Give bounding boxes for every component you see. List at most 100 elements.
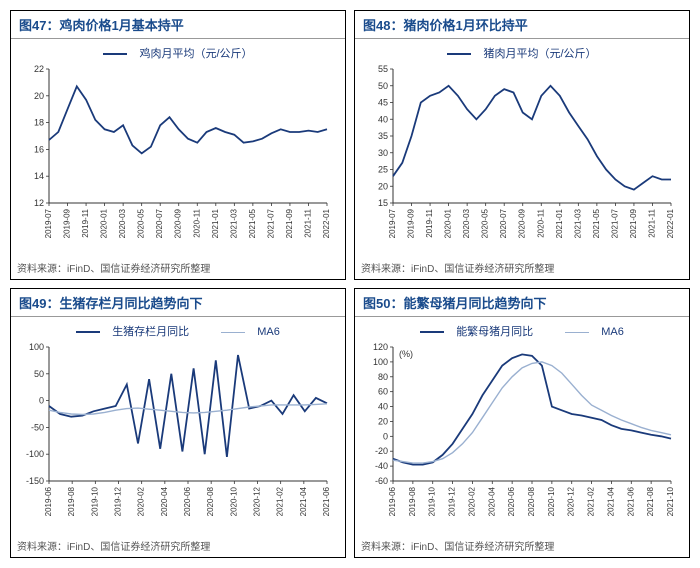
y-tick-label: 80 [378,372,388,382]
x-tick-label: 2020-12 [567,486,576,516]
y-tick-label: 20 [378,416,388,426]
x-tick-label: 2021-02 [587,486,596,516]
y-tick-label: 40 [378,114,388,124]
x-tick-label: 2020-05 [137,208,146,238]
x-tick-label: 2021-09 [629,208,638,238]
x-tick-label: 2020-10 [229,486,238,516]
x-tick-label: 2019-10 [428,486,437,516]
y-tick-label: 14 [34,171,44,181]
y-tick-label: 18 [34,118,44,128]
x-tick-label: 2021-05 [248,208,257,238]
x-tick-label: 2019-08 [67,486,76,516]
y-unit: (%) [399,349,413,359]
x-tick-label: 2021-05 [592,208,601,238]
y-tick-label: 60 [378,387,388,397]
x-tick-label: 2019-07 [388,208,397,238]
x-tick-label: 2020-07 [499,208,508,238]
x-tick-label: 2021-07 [610,208,619,238]
chart-body: 能繁母猪月同比 MA6 (%) -60 -40 -20 0 20 40 60 80 100 120 201… [355,317,689,535]
y-tick-label: 40 [378,402,388,412]
chart-panel-c48: 图48：猪肉价格1月环比持平猪肉月平均（元/公斤）152025303540455… [354,10,690,280]
series-line-0 [393,86,671,190]
chart-footer: 资料来源：iFinD、国信证券经济研究所整理 [11,257,345,279]
legend: 猪肉月平均（元/公斤） [359,43,685,63]
x-tick-label: 2022-01 [666,208,675,238]
y-tick-label: 20 [378,181,388,191]
x-tick-label: 2022-01 [322,208,331,238]
x-tick-label: 2021-01 [555,208,564,238]
chart-panel-c50: 图50：能繁母猪月同比趋势向下能繁母猪月同比MA6(%)-60-40-20020… [354,288,690,558]
chart-title: 图49：生猪存栏月同比趋势向下 [11,289,345,317]
y-tick-label: -40 [375,461,388,471]
y-tick-label: 16 [34,144,44,154]
x-tick-label: 2020-06 [507,486,516,516]
y-tick-label: 0 [39,396,44,406]
x-tick-label: 2020-10 [547,486,556,516]
legend-item: 猪肉月平均（元/公斤） [439,45,604,61]
x-tick-label: 2020-12 [253,486,262,516]
chart-footer: 资料来源：iFinD、国信证券经济研究所整理 [11,535,345,557]
y-tick-label: 50 [378,81,388,91]
y-tick-label: 15 [378,198,388,208]
y-tick-label: 100 [29,342,44,352]
legend: 能繁母猪月同比 MA6 [359,321,685,341]
x-tick-label: 2020-03 [118,208,127,238]
y-tick-label: 30 [378,148,388,158]
legend: 生猪存栏月同比 MA6 [15,321,341,341]
legend-label: MA6 [601,326,624,338]
legend-item: 生猪存栏月同比 [68,323,197,339]
x-tick-label: 2020-04 [487,486,496,516]
legend-item: 能繁母猪月同比 [412,323,541,339]
y-tick-label: 22 [34,64,44,74]
x-tick-label: 2021-11 [647,208,656,237]
y-tick-label: -20 [375,446,388,456]
y-tick-label: -150 [26,476,44,486]
chart-panel-c49: 图49：生猪存栏月同比趋势向下生猪存栏月同比 MA6 -150 -100 -50 0 50 1… [10,288,346,558]
y-tick-label: 20 [34,91,44,101]
y-tick-label: 100 [373,357,388,367]
x-tick-label: 2021-04 [299,486,308,516]
x-tick-label: 2021-11 [303,208,312,237]
legend-label: 生猪存栏月同比 [112,323,189,339]
series-line-1 [393,362,671,463]
y-tick-label: 55 [378,64,388,74]
legend-label: 猪肉月平均（元/公斤） [483,45,596,61]
legend-item: 鸡肉月平均（元/公斤） [95,45,260,61]
chart-title: 图48：猪肉价格1月环比持平 [355,11,689,39]
chart-body: 生猪存栏月同比 MA6 -150 -100 -50 0 50 100 2019-06 2019-0… [11,317,345,535]
x-tick-label: 2020-08 [527,486,536,516]
legend-label: MA6 [257,326,280,338]
x-tick-label: 2019-11 [81,208,90,237]
x-tick-label: 2019-06 [44,486,53,516]
x-tick-label: 2021-01 [211,208,220,238]
x-tick-label: 2021-03 [573,208,582,238]
chart-footer: 资料来源：iFinD、国信证券经济研究所整理 [355,257,689,279]
y-tick-label: 120 [373,342,388,352]
x-tick-label: 2021-06 [322,486,331,516]
x-tick-label: 2019-10 [90,486,99,516]
x-tick-label: 2021-03 [229,208,238,238]
chart-title: 图47：鸡肉价格1月基本持平 [11,11,345,39]
x-tick-label: 2021-10 [666,486,675,516]
y-tick-label: 50 [34,369,44,379]
x-tick-label: 2020-04 [160,486,169,516]
y-tick-label: -100 [26,449,44,459]
y-tick-label: -60 [375,476,388,486]
x-tick-label: 2020-01 [444,208,453,238]
x-tick-label: 2020-03 [462,208,471,238]
x-tick-label: 2021-02 [276,486,285,516]
x-tick-label: 2019-07 [44,208,53,238]
x-tick-label: 2021-04 [606,486,615,516]
x-tick-label: 2021-09 [285,208,294,238]
y-tick-label: -50 [31,422,44,432]
y-tick-label: 25 [378,165,388,175]
chart-panel-c47: 图47：鸡肉价格1月基本持平鸡肉月平均（元/公斤）121416182022201… [10,10,346,280]
x-tick-label: 2020-09 [174,208,183,238]
x-tick-label: 2020-06 [183,486,192,516]
series-line-0 [49,86,327,153]
legend-item: MA6 [557,326,632,338]
x-tick-label: 2019-06 [388,486,397,516]
x-tick-label: 2020-08 [206,486,215,516]
y-tick-label: 0 [383,431,388,441]
legend-label: 鸡肉月平均（元/公斤） [139,45,252,61]
